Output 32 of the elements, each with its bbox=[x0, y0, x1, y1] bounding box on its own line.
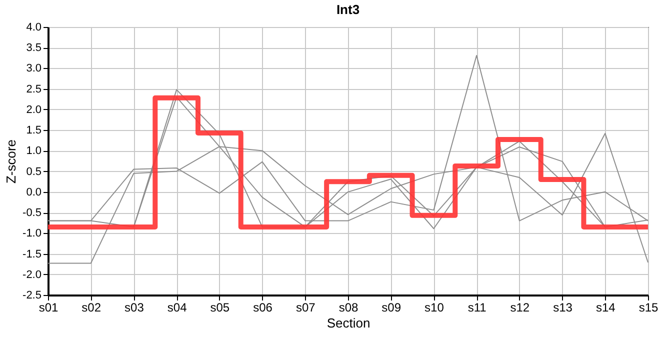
y-tick-label: -1.0 bbox=[22, 228, 42, 240]
x-tick-label: s14 bbox=[596, 300, 616, 314]
x-tick-label: s08 bbox=[338, 300, 358, 314]
x-tick-label: s09 bbox=[382, 300, 402, 314]
x-tick-label: s05 bbox=[210, 300, 230, 314]
y-tick-label: 2.0 bbox=[26, 104, 42, 116]
x-tick-label: s15 bbox=[638, 300, 658, 314]
y-tick-label: 0.5 bbox=[26, 166, 42, 178]
y-tick-label: 3.5 bbox=[26, 42, 42, 54]
y-tick-label: -0.5 bbox=[22, 207, 42, 220]
x-tick-label: s06 bbox=[253, 300, 273, 314]
x-tick-label: s07 bbox=[296, 300, 316, 314]
y-tick-label: 3.0 bbox=[26, 62, 42, 75]
x-tick-label: s04 bbox=[167, 300, 188, 314]
y-tick-label: 1.0 bbox=[26, 145, 42, 158]
x-tick-label: s03 bbox=[124, 300, 144, 314]
x-tick-label: s13 bbox=[553, 300, 573, 314]
y-tick-label: -2.5 bbox=[22, 290, 42, 302]
y-tick-label: 1.5 bbox=[26, 124, 42, 137]
y-tick-label: 2.5 bbox=[26, 83, 42, 96]
x-tick-label: s12 bbox=[510, 300, 530, 314]
y-tick-label: 0.0 bbox=[26, 186, 42, 198]
x-axis-title: Section bbox=[326, 316, 370, 330]
x-tick-label: s01 bbox=[38, 300, 58, 314]
x-tick-label: s11 bbox=[468, 300, 487, 314]
y-axis-title: Z-score bbox=[4, 139, 19, 184]
x-tick-label: s02 bbox=[82, 300, 102, 314]
y-tick-label: 4.0 bbox=[26, 22, 42, 34]
y-tick-label: -1.5 bbox=[22, 248, 42, 260]
chart-title: Int3 bbox=[336, 2, 360, 17]
y-tick-label: -2.0 bbox=[22, 268, 42, 281]
x-tick-label: s10 bbox=[424, 300, 444, 314]
